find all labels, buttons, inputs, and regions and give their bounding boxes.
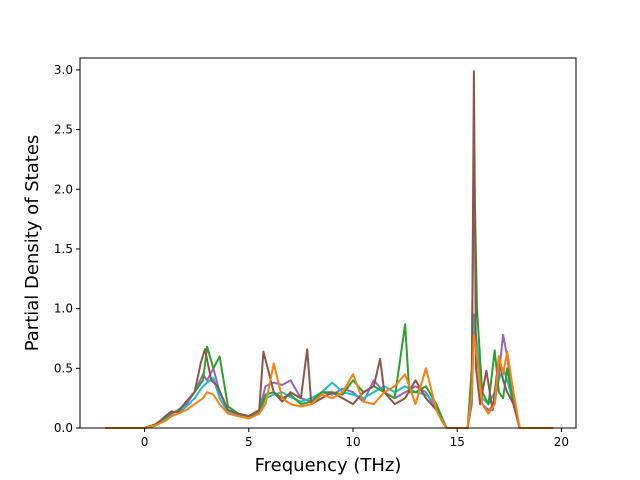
x-tick-label: 15 bbox=[450, 435, 465, 449]
plot-frame bbox=[79, 57, 577, 429]
y-axis-label: Partial Density of States bbox=[22, 135, 43, 352]
x-tick-label: 20 bbox=[554, 435, 569, 449]
y-tick-label: 1.0 bbox=[54, 302, 73, 316]
x-tick-label: 10 bbox=[345, 435, 360, 449]
y-tick-label: 1.5 bbox=[54, 242, 73, 256]
y-tick-label: 0.0 bbox=[54, 421, 73, 435]
series-line-3 bbox=[105, 152, 554, 429]
series-line-5 bbox=[105, 333, 554, 429]
series-line-4 bbox=[105, 70, 554, 429]
ticks-layer: 0 5 10 15 20 0.0 0.5 1.0 1.5 2.0 2.5 3.0 bbox=[54, 63, 569, 449]
x-tick-label: 5 bbox=[245, 435, 253, 449]
y-tick-label: 0.5 bbox=[54, 361, 73, 375]
y-tick-label: 3.0 bbox=[54, 63, 73, 77]
y-tick-label: 2.0 bbox=[54, 182, 73, 196]
x-tick-label: 0 bbox=[141, 435, 149, 449]
x-axis-label: Frequency (THz) bbox=[255, 455, 402, 476]
y-tick-label: 2.5 bbox=[54, 123, 73, 137]
series-layer bbox=[105, 70, 554, 429]
